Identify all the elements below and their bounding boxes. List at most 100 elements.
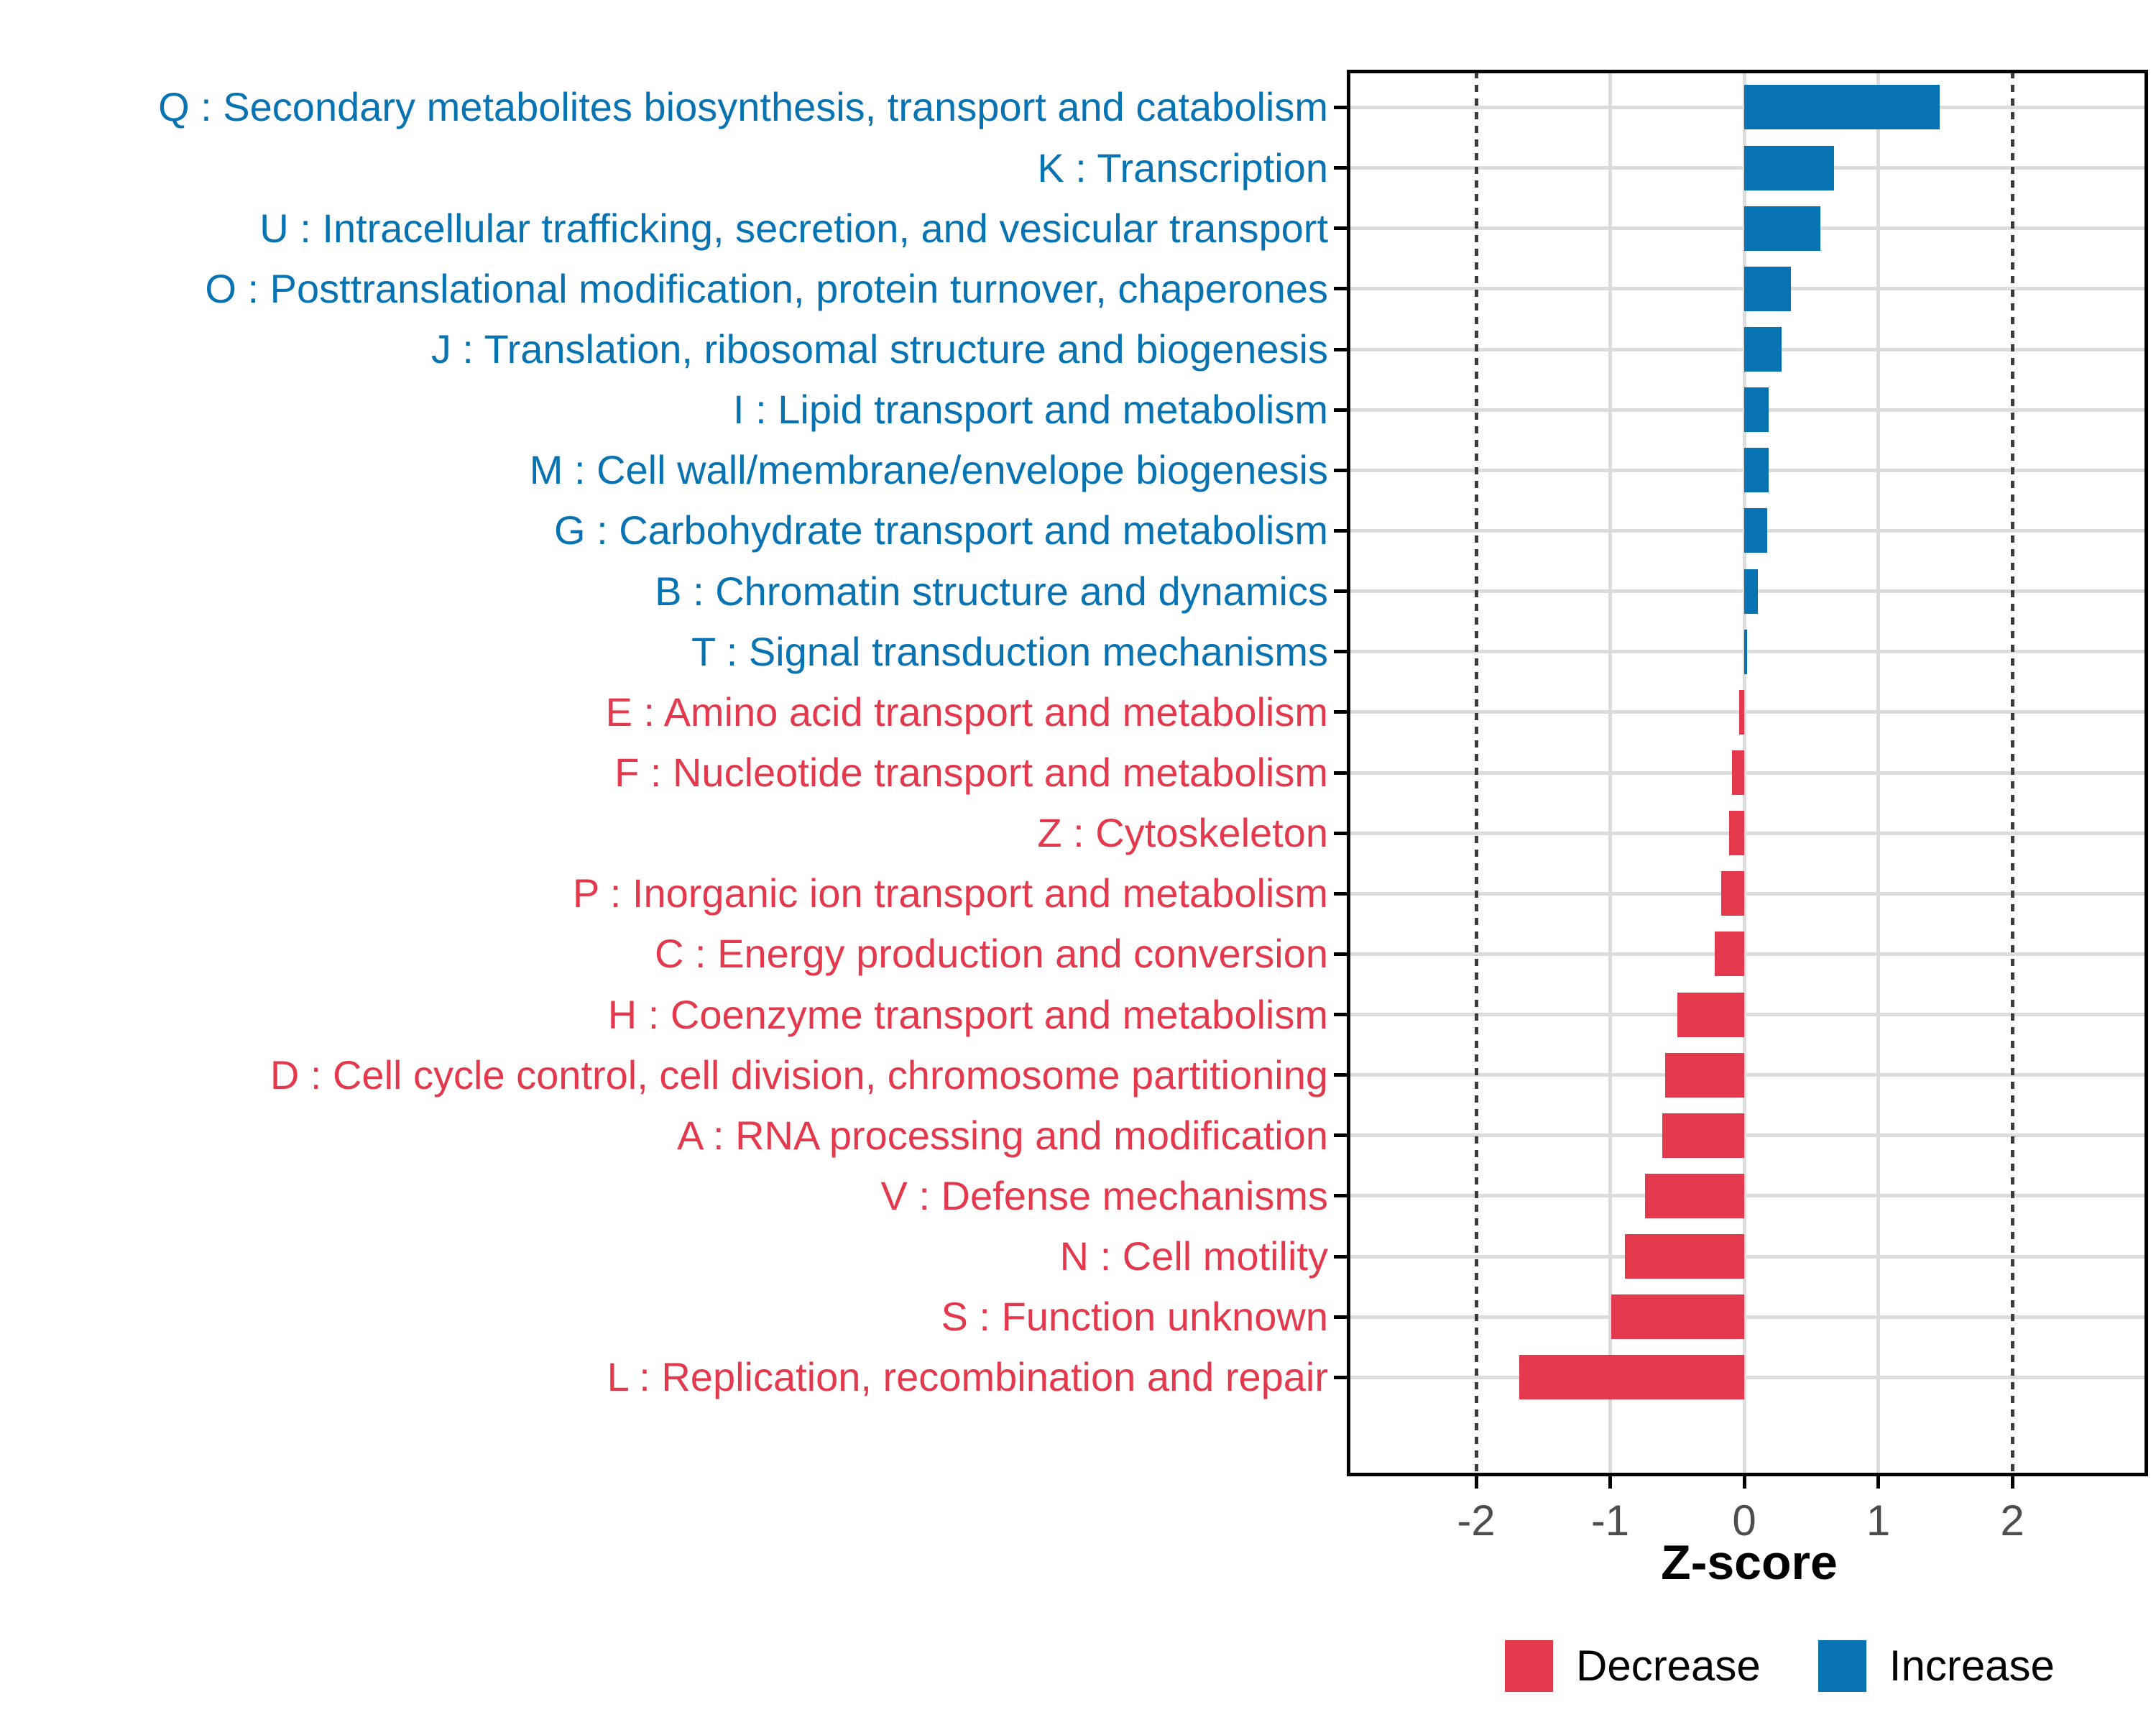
category-label: Z : Cytoskeleton <box>1037 810 1328 856</box>
bar-O <box>1744 266 1792 311</box>
x-tick <box>1876 1476 1880 1489</box>
bar-U <box>1744 206 1821 251</box>
y-tick <box>1334 408 1347 412</box>
legend-label-decrease: Decrease <box>1576 1642 1761 1690</box>
h-gridline <box>1348 1013 2146 1017</box>
category-label: S : Function unknown <box>941 1294 1328 1340</box>
h-gridline <box>1348 710 2146 714</box>
bar-G <box>1744 508 1767 553</box>
category-label: U : Intracellular trafficking, secretion… <box>259 205 1328 251</box>
x-axis-title: Z-score <box>1661 1535 1838 1590</box>
category-label: L : Replication, recombination and repai… <box>607 1354 1328 1400</box>
y-tick <box>1334 287 1347 291</box>
v-gridline <box>1608 71 1612 1474</box>
y-tick <box>1334 710 1347 714</box>
category-label: Q : Secondary metabolites biosynthesis, … <box>158 84 1328 130</box>
bar-V <box>1644 1173 1744 1218</box>
legend: Decrease Increase <box>1505 1640 2055 1692</box>
x-tick-label: 1 <box>1866 1496 1891 1545</box>
v-gridline <box>1876 71 1880 1474</box>
bar-H <box>1677 992 1744 1037</box>
bar-D <box>1664 1052 1744 1098</box>
category-label: E : Amino acid transport and metabolism <box>605 689 1328 735</box>
category-label: N : Cell motility <box>1059 1233 1328 1279</box>
y-tick <box>1334 650 1347 654</box>
bar-P <box>1721 871 1744 916</box>
x-tick <box>1608 1476 1612 1489</box>
h-gridline <box>1348 891 2146 896</box>
h-gridline <box>1348 831 2146 835</box>
bar-C <box>1714 932 1744 977</box>
bar-M <box>1744 448 1769 493</box>
dashed-guide-line <box>1474 71 1478 1474</box>
h-gridline <box>1348 650 2146 654</box>
category-label: D : Cell cycle control, cell division, c… <box>270 1052 1328 1098</box>
category-label: O : Posttranslational modification, prot… <box>205 265 1328 311</box>
h-gridline <box>1348 1133 2146 1138</box>
dashed-guide-line <box>2010 71 2014 1474</box>
x-tick <box>2010 1476 2014 1489</box>
legend-label-increase: Increase <box>1889 1642 2055 1690</box>
bar-N <box>1625 1234 1744 1279</box>
h-gridline <box>1348 1073 2146 1077</box>
y-tick <box>1334 831 1347 835</box>
bar-T <box>1744 629 1747 674</box>
y-tick <box>1334 1315 1347 1319</box>
legend-swatch-increase <box>1818 1640 1866 1692</box>
category-label: K : Transcription <box>1037 144 1328 190</box>
y-tick <box>1334 226 1347 231</box>
category-label: C : Energy production and conversion <box>655 931 1328 977</box>
y-tick <box>1334 1073 1347 1077</box>
y-tick <box>1334 1013 1347 1017</box>
category-label: M : Cell wall/membrane/envelope biogenes… <box>529 447 1328 493</box>
bar-K <box>1744 145 1834 190</box>
y-tick <box>1334 589 1347 594</box>
y-tick <box>1334 468 1347 472</box>
x-tick-label: -2 <box>1457 1496 1496 1545</box>
y-tick <box>1334 952 1347 956</box>
category-label: G : Carbohydrate transport and metabolis… <box>554 507 1328 553</box>
bar-I <box>1744 387 1769 433</box>
category-label: V : Defense mechanisms <box>880 1172 1328 1218</box>
x-tick <box>1474 1476 1478 1489</box>
x-tick-label: 0 <box>1732 1496 1756 1545</box>
h-gridline <box>1348 952 2146 956</box>
bar-Z <box>1729 811 1744 856</box>
category-label: A : RNA processing and modification <box>677 1112 1328 1158</box>
category-label: J : Translation, ribosomal structure and… <box>430 326 1328 372</box>
category-label: I : Lipid transport and metabolism <box>733 387 1328 433</box>
y-tick <box>1334 347 1347 351</box>
category-label: P : Inorganic ion transport and metaboli… <box>572 870 1328 916</box>
category-label: T : Signal transduction mechanisms <box>691 628 1328 674</box>
legend-swatch-decrease <box>1505 1640 1553 1692</box>
category-label: F : Nucleotide transport and metabolism <box>614 750 1328 795</box>
h-gridline <box>1348 1194 2146 1198</box>
h-gridline <box>1348 1315 2146 1319</box>
bar-B <box>1744 569 1758 614</box>
h-gridline <box>1348 1254 2146 1259</box>
bar-J <box>1744 327 1782 372</box>
category-label: H : Coenzyme transport and metabolism <box>607 991 1328 1037</box>
y-tick <box>1334 1254 1347 1259</box>
y-tick <box>1334 166 1347 170</box>
y-tick <box>1334 1375 1347 1379</box>
x-tick-label: 2 <box>2000 1496 2024 1545</box>
x-tick-label: -1 <box>1590 1496 1630 1545</box>
y-tick <box>1334 891 1347 896</box>
y-tick <box>1334 528 1347 533</box>
bar-Q <box>1744 85 1940 130</box>
bar-A <box>1662 1113 1744 1158</box>
bar-L <box>1519 1355 1744 1400</box>
h-gridline <box>1348 1375 2146 1379</box>
h-gridline <box>1348 770 2146 775</box>
x-tick <box>1742 1476 1746 1489</box>
bar-S <box>1611 1294 1744 1340</box>
bar-E <box>1738 689 1744 735</box>
y-tick <box>1334 1194 1347 1198</box>
y-tick <box>1334 105 1347 109</box>
bar-F <box>1732 750 1744 795</box>
v-gridline <box>1742 71 1746 1474</box>
category-label: B : Chromatin structure and dynamics <box>655 568 1328 614</box>
y-tick <box>1334 770 1347 775</box>
